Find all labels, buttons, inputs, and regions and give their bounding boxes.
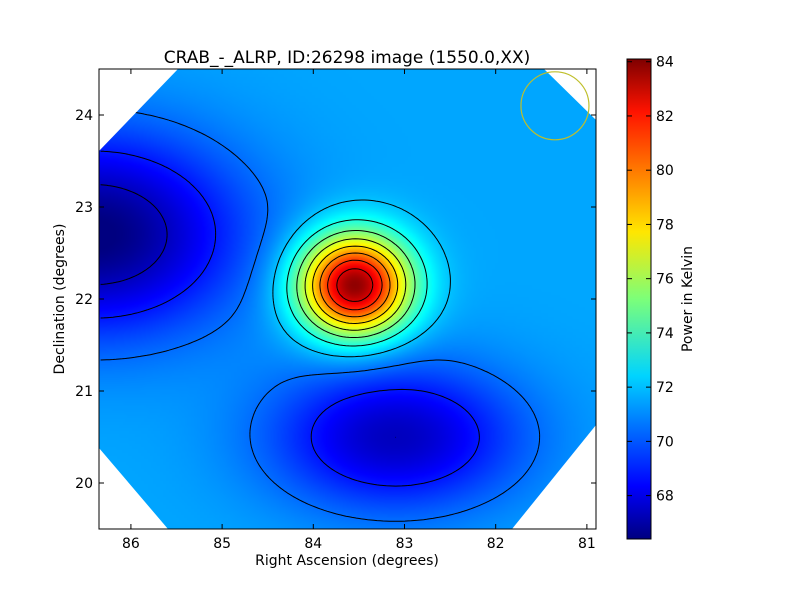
y-tick-label: 24 <box>75 108 93 124</box>
contour-lines <box>100 108 541 522</box>
colorbar-label: Power in Kelvin <box>680 246 696 352</box>
contour-line <box>296 230 416 338</box>
x-axis-label: Right Ascension (degrees) <box>255 553 439 569</box>
colorbar-tick-label: 70 <box>656 434 674 450</box>
x-tick-label: 84 <box>304 536 322 552</box>
colorbar-tick-label: 84 <box>656 55 674 71</box>
contour-line <box>100 150 480 487</box>
colorbar-tick-label: 76 <box>656 272 674 288</box>
x-axis: 86 85 84 83 82 81 <box>122 69 596 552</box>
contour-line <box>304 238 407 331</box>
x-tick-label: 86 <box>122 536 140 552</box>
y-tick-label: 21 <box>75 384 93 400</box>
colorbar-tick-label: 78 <box>656 217 674 233</box>
contour-line <box>286 219 428 347</box>
colorbar: 68 70 72 74 76 78 80 82 84 Power in Kelvin <box>626 55 696 540</box>
contour-line <box>327 259 383 311</box>
y-axis: 20 21 22 23 24 <box>75 108 596 492</box>
colorbar-tick-label: 82 <box>656 109 674 125</box>
y-axis-label: Declination (degrees) <box>52 224 68 375</box>
colorbar-tick-label: 72 <box>656 380 674 396</box>
contour-line <box>319 252 391 318</box>
colorbar-tick-label: 80 <box>656 163 674 179</box>
contour-line <box>100 184 397 438</box>
contour-line <box>336 268 374 302</box>
x-tick-label: 81 <box>578 536 596 552</box>
plot-area <box>98 68 597 530</box>
colorbar-tick-label: 68 <box>656 489 674 505</box>
colorbar-ticks: 68 70 72 74 76 78 80 82 84 <box>627 55 674 505</box>
y-tick-label: 23 <box>75 200 93 216</box>
chart-title: CRAB_-_ALRP, ID:26298 image (1550.0,XX) <box>164 48 531 68</box>
x-tick-label: 85 <box>213 536 231 552</box>
colorbar-tick-label: 74 <box>656 326 674 342</box>
beam-circle <box>520 71 590 141</box>
y-tick-label: 20 <box>75 476 93 492</box>
x-tick-label: 83 <box>396 536 414 552</box>
x-tick-label: 82 <box>487 536 505 552</box>
contour-line <box>272 199 451 358</box>
contour-line <box>312 245 399 324</box>
heatmap-image <box>99 69 596 529</box>
colorbar-bar <box>626 58 652 540</box>
y-tick-label: 22 <box>75 292 93 308</box>
